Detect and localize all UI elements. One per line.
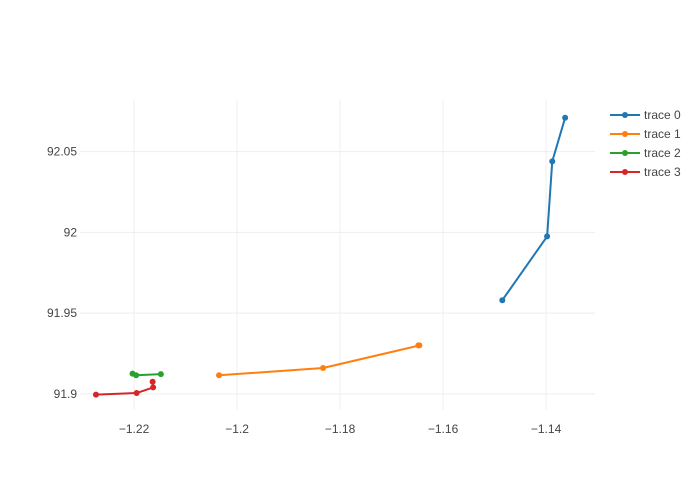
legend-item[interactable]: trace 1 — [610, 127, 681, 141]
legend-marker — [622, 131, 628, 137]
plot-area — [92, 114, 569, 398]
y-tick-label: 92 — [64, 225, 78, 239]
data-point[interactable] — [499, 297, 506, 304]
data-point[interactable] — [216, 372, 223, 379]
series-3 — [92, 378, 157, 398]
legend-item[interactable]: trace 2 — [610, 146, 681, 160]
data-point[interactable] — [562, 114, 569, 121]
legend-label: trace 3 — [644, 165, 681, 179]
data-point[interactable] — [544, 233, 551, 240]
x-axis-ticks: −1.22 −1.2 −1.18 −1.16 −1.14 — [119, 422, 562, 436]
data-point[interactable] — [150, 384, 157, 391]
y-tick-label: 92.05 — [47, 145, 77, 159]
x-tick-label: −1.18 — [325, 422, 356, 436]
grid-layer — [80, 100, 595, 410]
series-0 — [499, 114, 569, 304]
series-line — [218, 344, 421, 377]
legend-marker — [622, 150, 628, 156]
data-point[interactable] — [92, 391, 99, 398]
series-line — [95, 381, 155, 396]
x-tick-label: −1.22 — [119, 422, 150, 436]
data-point[interactable] — [133, 390, 140, 397]
data-point[interactable] — [157, 371, 164, 378]
data-point[interactable] — [549, 158, 556, 165]
legend-item[interactable]: trace 3 — [610, 165, 681, 179]
data-point[interactable] — [415, 342, 422, 349]
y-tick-label: 91.95 — [47, 306, 77, 320]
x-tick-label: −1.14 — [531, 422, 562, 436]
data-point[interactable] — [149, 378, 156, 385]
legend-marker — [622, 112, 628, 118]
legend[interactable]: trace 0 trace 1 trace 2 trace 3 — [610, 108, 681, 179]
legend-label: trace 2 — [644, 146, 681, 160]
y-axis-ticks: 91.9 91.95 92 92.05 — [47, 145, 77, 401]
x-tick-label: −1.16 — [428, 422, 459, 436]
series-1 — [216, 342, 423, 379]
y-tick-label: 91.9 — [54, 387, 78, 401]
legend-label: trace 1 — [644, 127, 681, 141]
legend-item[interactable]: trace 0 — [610, 108, 681, 122]
data-point[interactable] — [320, 365, 327, 372]
data-point[interactable] — [133, 372, 140, 379]
legend-marker — [622, 169, 628, 175]
x-tick-label: −1.2 — [225, 422, 249, 436]
series-line — [501, 117, 567, 301]
legend-label: trace 0 — [644, 108, 681, 122]
series-2 — [129, 370, 164, 379]
